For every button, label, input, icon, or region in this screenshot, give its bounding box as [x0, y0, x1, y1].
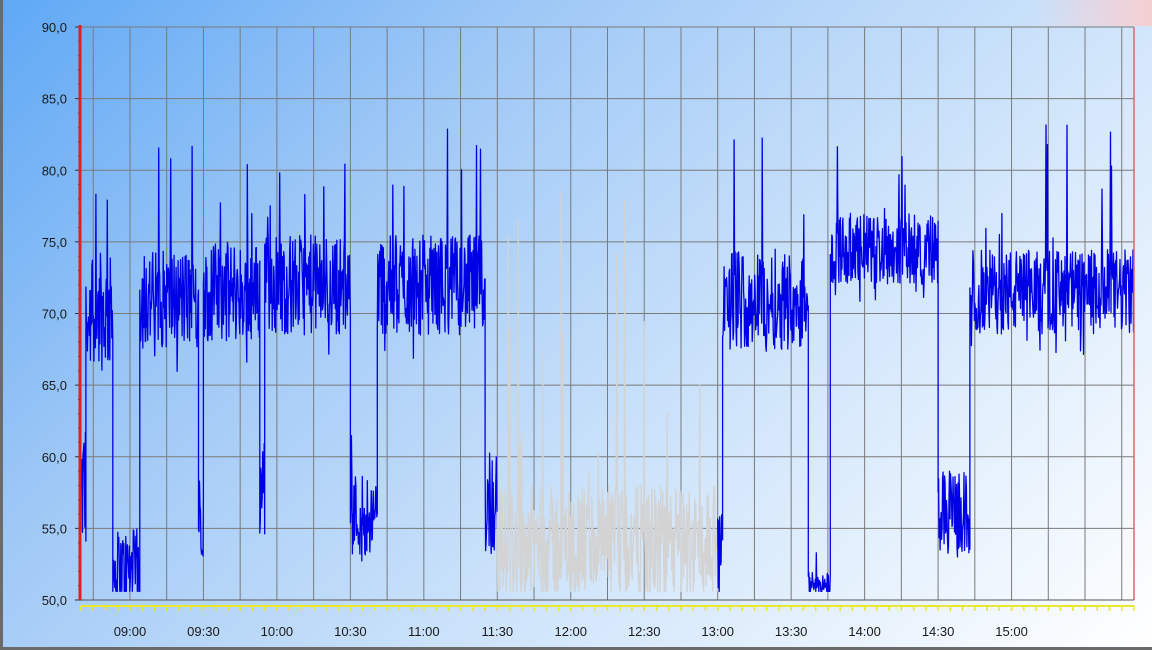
y-tick-label: 85,0	[42, 92, 67, 107]
line-chart: 50,0 55,0 60,0 65,0 70,0 75,0 80,0 85,0 90,0 09:…	[42, 20, 1135, 639]
x-tick-label: 13:30	[775, 624, 808, 639]
plot-series	[80, 124, 1135, 593]
series-line-1	[496, 190, 719, 593]
y-tick-label: 65,0	[42, 378, 67, 393]
series-line-0	[80, 128, 498, 593]
series-line-2	[717, 124, 1135, 593]
y-tick-label: 70,0	[42, 307, 67, 322]
y-tick-label: 60,0	[42, 450, 67, 465]
y-tick-label: 50,0	[42, 593, 67, 608]
x-tick-label: 12:00	[554, 624, 587, 639]
axes	[75, 25, 1135, 611]
x-tick-label: 11:30	[482, 624, 514, 639]
x-tick-label: 10:30	[334, 624, 367, 639]
x-axis-labels: 09:00 09:30 10:00 10:30 11:00 11:30 12:00 12:30…	[114, 624, 1028, 639]
y-tick-label: 80,0	[42, 163, 67, 178]
x-tick-label: 14:00	[848, 624, 881, 639]
x-tick-label: 09:30	[187, 624, 220, 639]
x-tick-label: 10:00	[261, 624, 294, 639]
y-tick-label: 55,0	[42, 521, 67, 536]
y-tick-label: 90,0	[42, 20, 67, 35]
x-tick-label: 11:00	[408, 624, 440, 639]
x-tick-label: 12:30	[628, 624, 661, 639]
y-tick-label: 75,0	[42, 235, 67, 250]
x-tick-label: 09:00	[114, 624, 147, 639]
x-tick-label: 14:30	[922, 624, 955, 639]
x-tick-label: 13:00	[701, 624, 734, 639]
x-tick-label: 15:00	[995, 624, 1028, 639]
y-axis-labels: 50,0 55,0 60,0 65,0 70,0 75,0 80,0 85,0 90,0	[42, 20, 67, 608]
